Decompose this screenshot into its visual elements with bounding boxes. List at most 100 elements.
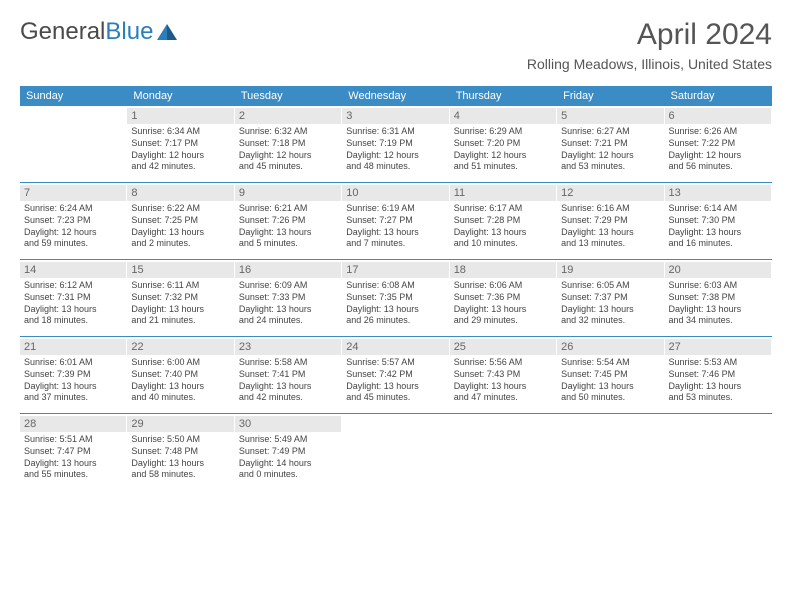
daylight-line: Daylight: 13 hours bbox=[669, 227, 767, 239]
daylight-line: Daylight: 13 hours bbox=[454, 381, 552, 393]
daylight-line: Daylight: 12 hours bbox=[669, 150, 767, 162]
sunrise-line: Sunrise: 6:29 AM bbox=[454, 126, 552, 138]
sunset-line: Sunset: 7:39 PM bbox=[24, 369, 122, 381]
sunset-line: Sunset: 7:46 PM bbox=[669, 369, 767, 381]
daylight-line: and 10 minutes. bbox=[454, 238, 552, 250]
day-number: 4 bbox=[450, 108, 556, 124]
calendar-cell: 30Sunrise: 5:49 AMSunset: 7:49 PMDayligh… bbox=[235, 414, 342, 490]
sunset-line: Sunset: 7:41 PM bbox=[239, 369, 337, 381]
day-number: 2 bbox=[235, 108, 341, 124]
sunrise-line: Sunrise: 5:53 AM bbox=[669, 357, 767, 369]
day-number: 19 bbox=[557, 262, 663, 278]
day-number: 23 bbox=[235, 339, 341, 355]
sunrise-line: Sunrise: 6:24 AM bbox=[24, 203, 122, 215]
daylight-line: Daylight: 12 hours bbox=[239, 150, 337, 162]
daylight-line: Daylight: 13 hours bbox=[561, 381, 659, 393]
sunrise-line: Sunrise: 6:27 AM bbox=[561, 126, 659, 138]
sunset-line: Sunset: 7:36 PM bbox=[454, 292, 552, 304]
calendar-week: 21Sunrise: 6:01 AMSunset: 7:39 PMDayligh… bbox=[20, 337, 772, 413]
calendar-cell: 17Sunrise: 6:08 AMSunset: 7:35 PMDayligh… bbox=[342, 260, 449, 336]
sunrise-line: Sunrise: 6:06 AM bbox=[454, 280, 552, 292]
calendar-week: 28Sunrise: 5:51 AMSunset: 7:47 PMDayligh… bbox=[20, 414, 772, 490]
daylight-line: Daylight: 13 hours bbox=[239, 304, 337, 316]
calendar-cell: 2Sunrise: 6:32 AMSunset: 7:18 PMDaylight… bbox=[235, 106, 342, 182]
calendar-cell: 16Sunrise: 6:09 AMSunset: 7:33 PMDayligh… bbox=[235, 260, 342, 336]
day-number: 26 bbox=[557, 339, 663, 355]
daylight-line: Daylight: 13 hours bbox=[454, 227, 552, 239]
sunrise-line: Sunrise: 6:11 AM bbox=[131, 280, 229, 292]
sunset-line: Sunset: 7:30 PM bbox=[669, 215, 767, 227]
sunrise-line: Sunrise: 6:22 AM bbox=[131, 203, 229, 215]
day-number: 18 bbox=[450, 262, 556, 278]
daylight-line: and 26 minutes. bbox=[346, 315, 444, 327]
sunrise-line: Sunrise: 6:34 AM bbox=[131, 126, 229, 138]
daylight-line: Daylight: 12 hours bbox=[131, 150, 229, 162]
sunset-line: Sunset: 7:37 PM bbox=[561, 292, 659, 304]
sunset-line: Sunset: 7:25 PM bbox=[131, 215, 229, 227]
daylight-line: Daylight: 13 hours bbox=[24, 304, 122, 316]
daylight-line: Daylight: 13 hours bbox=[346, 304, 444, 316]
day-header: Friday bbox=[557, 86, 664, 106]
day-header: Thursday bbox=[450, 86, 557, 106]
day-number: 12 bbox=[557, 185, 663, 201]
day-number: 30 bbox=[235, 416, 341, 432]
daylight-line: Daylight: 13 hours bbox=[24, 381, 122, 393]
daylight-line: and 53 minutes. bbox=[669, 392, 767, 404]
daylight-line: and 29 minutes. bbox=[454, 315, 552, 327]
daylight-line: Daylight: 13 hours bbox=[131, 458, 229, 470]
sunset-line: Sunset: 7:48 PM bbox=[131, 446, 229, 458]
day-number: 8 bbox=[127, 185, 233, 201]
daylight-line: and 45 minutes. bbox=[346, 392, 444, 404]
calendar: SundayMondayTuesdayWednesdayThursdayFrid… bbox=[20, 86, 772, 490]
day-number: 3 bbox=[342, 108, 448, 124]
sunset-line: Sunset: 7:18 PM bbox=[239, 138, 337, 150]
sunrise-line: Sunrise: 5:49 AM bbox=[239, 434, 337, 446]
daylight-line: and 42 minutes. bbox=[239, 392, 337, 404]
day-header: Wednesday bbox=[342, 86, 449, 106]
sunrise-line: Sunrise: 6:08 AM bbox=[346, 280, 444, 292]
sunset-line: Sunset: 7:43 PM bbox=[454, 369, 552, 381]
day-number: 7 bbox=[20, 185, 126, 201]
sunset-line: Sunset: 7:21 PM bbox=[561, 138, 659, 150]
sunrise-line: Sunrise: 5:50 AM bbox=[131, 434, 229, 446]
calendar-cell bbox=[665, 414, 772, 490]
sunset-line: Sunset: 7:47 PM bbox=[24, 446, 122, 458]
day-headers: SundayMondayTuesdayWednesdayThursdayFrid… bbox=[20, 86, 772, 106]
weeks: 1Sunrise: 6:34 AMSunset: 7:17 PMDaylight… bbox=[20, 106, 772, 490]
calendar-cell: 13Sunrise: 6:14 AMSunset: 7:30 PMDayligh… bbox=[665, 183, 772, 259]
daylight-line: Daylight: 13 hours bbox=[346, 381, 444, 393]
month-title: April 2024 bbox=[527, 18, 772, 52]
calendar-cell: 22Sunrise: 6:00 AMSunset: 7:40 PMDayligh… bbox=[127, 337, 234, 413]
daylight-line: Daylight: 13 hours bbox=[669, 381, 767, 393]
daylight-line: Daylight: 13 hours bbox=[454, 304, 552, 316]
daylight-line: and 13 minutes. bbox=[561, 238, 659, 250]
daylight-line: Daylight: 13 hours bbox=[561, 304, 659, 316]
day-number: 11 bbox=[450, 185, 556, 201]
sunset-line: Sunset: 7:19 PM bbox=[346, 138, 444, 150]
calendar-cell bbox=[20, 106, 127, 182]
daylight-line: and 16 minutes. bbox=[669, 238, 767, 250]
sunset-line: Sunset: 7:28 PM bbox=[454, 215, 552, 227]
day-number: 22 bbox=[127, 339, 233, 355]
logo-triangle-icon bbox=[157, 24, 177, 40]
calendar-cell: 5Sunrise: 6:27 AMSunset: 7:21 PMDaylight… bbox=[557, 106, 664, 182]
day-header: Saturday bbox=[665, 86, 772, 106]
calendar-cell: 9Sunrise: 6:21 AMSunset: 7:26 PMDaylight… bbox=[235, 183, 342, 259]
calendar-cell bbox=[342, 414, 449, 490]
daylight-line: Daylight: 12 hours bbox=[561, 150, 659, 162]
daylight-line: and 7 minutes. bbox=[346, 238, 444, 250]
calendar-cell: 15Sunrise: 6:11 AMSunset: 7:32 PMDayligh… bbox=[127, 260, 234, 336]
calendar-cell: 3Sunrise: 6:31 AMSunset: 7:19 PMDaylight… bbox=[342, 106, 449, 182]
daylight-line: Daylight: 13 hours bbox=[131, 304, 229, 316]
daylight-line: Daylight: 14 hours bbox=[239, 458, 337, 470]
calendar-cell: 29Sunrise: 5:50 AMSunset: 7:48 PMDayligh… bbox=[127, 414, 234, 490]
daylight-line: and 50 minutes. bbox=[561, 392, 659, 404]
daylight-line: Daylight: 12 hours bbox=[346, 150, 444, 162]
location: Rolling Meadows, Illinois, United States bbox=[527, 56, 772, 72]
daylight-line: and 0 minutes. bbox=[239, 469, 337, 481]
daylight-line: Daylight: 13 hours bbox=[669, 304, 767, 316]
calendar-cell: 24Sunrise: 5:57 AMSunset: 7:42 PMDayligh… bbox=[342, 337, 449, 413]
daylight-line: and 40 minutes. bbox=[131, 392, 229, 404]
calendar-cell: 19Sunrise: 6:05 AMSunset: 7:37 PMDayligh… bbox=[557, 260, 664, 336]
sunset-line: Sunset: 7:22 PM bbox=[669, 138, 767, 150]
